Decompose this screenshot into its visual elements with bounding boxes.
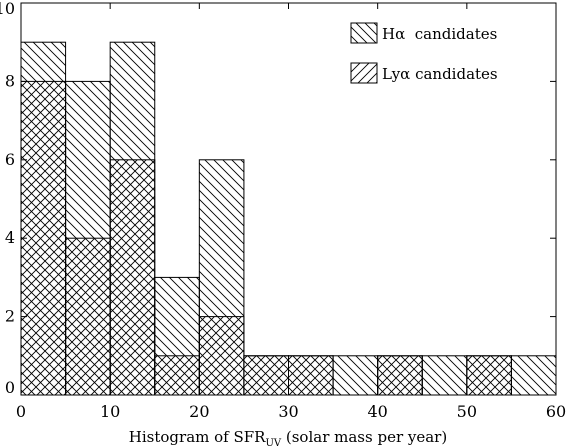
y-tick-label-0: 0 xyxy=(5,378,15,397)
legend-swatch-lyalpha xyxy=(350,62,378,84)
x-tick-label-10: 10 xyxy=(100,402,120,421)
x-tick-label-60: 60 xyxy=(546,402,566,421)
halpha-bar-45 xyxy=(421,355,468,396)
y-tick-label-4: 4 xyxy=(5,228,15,247)
x-tick-label-30: 30 xyxy=(278,402,298,421)
lyalpha-bars xyxy=(20,80,512,396)
lyalpha-bar-50 xyxy=(466,355,512,396)
x-axis-title: Histogram of SFRUV (solar mass per year) xyxy=(129,428,447,447)
x-tick-label-20: 20 xyxy=(189,402,209,421)
lyalpha-bar-30 xyxy=(288,355,334,396)
lyalpha-bar-5 xyxy=(65,237,111,396)
legend-label-halpha: Hα candidates xyxy=(382,25,497,43)
y-tick-label-10: 10 xyxy=(0,0,15,18)
halpha-bar-35 xyxy=(332,355,379,396)
x-axis: 0 10 20 30 40 50 60 xyxy=(16,3,566,421)
lyalpha-bar-40 xyxy=(377,355,423,396)
lyalpha-bar-25 xyxy=(243,355,290,396)
x-tick-label-50: 50 xyxy=(457,402,477,421)
y-tick-label-2: 2 xyxy=(5,307,15,326)
y-tick-label-6: 6 xyxy=(5,150,15,169)
lyalpha-bar-15 xyxy=(154,355,200,396)
halpha-bar-55 xyxy=(510,355,557,396)
y-tick-label-8: 8 xyxy=(5,71,15,90)
lyalpha-bar-20 xyxy=(198,316,245,396)
legend: Hα candidates Lyα candidates xyxy=(350,22,498,84)
x-tick-label-40: 40 xyxy=(367,402,387,421)
legend-label-lyalpha: Lyα candidates xyxy=(382,65,498,83)
lyalpha-bar-0 xyxy=(20,80,67,396)
x-tick-label-0: 0 xyxy=(16,402,26,421)
legend-swatch-halpha xyxy=(350,22,378,44)
y-axis: 0 2 4 6 8 10 xyxy=(0,0,556,397)
lyalpha-bar-10 xyxy=(109,159,156,396)
